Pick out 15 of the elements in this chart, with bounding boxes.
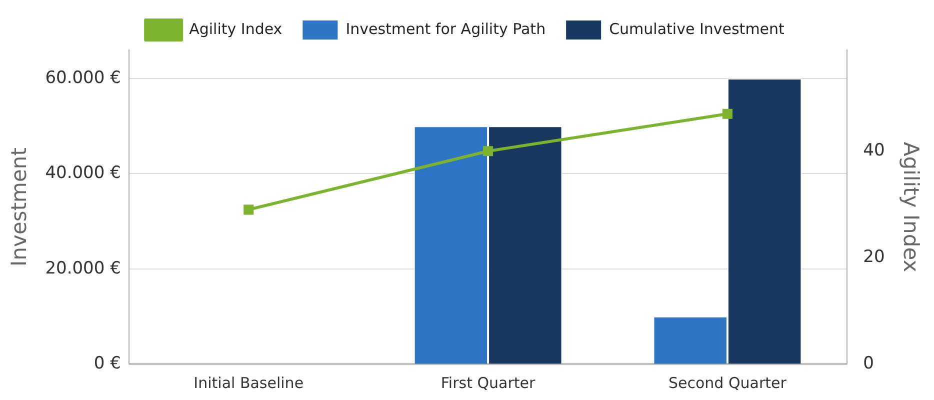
y-tick-label: 40.000 € bbox=[45, 163, 121, 184]
y-axis-title: Investment bbox=[7, 148, 32, 266]
y2-axis-title: Agility Index bbox=[898, 142, 923, 272]
x-tick-label: First Quarter bbox=[440, 374, 536, 392]
y-tick-label: 0 € bbox=[94, 353, 121, 374]
x-tick-label: Second Quarter bbox=[668, 374, 788, 392]
y2-tick-label: 0 bbox=[863, 353, 874, 374]
legend-label: Investment for Agility Path bbox=[346, 20, 546, 38]
y-tick-label: 60.000 € bbox=[45, 68, 121, 88]
legend-label: Cumulative Investment bbox=[609, 20, 785, 38]
y2-tick-label: 40 bbox=[863, 140, 885, 161]
x-tick-label: Initial Baseline bbox=[194, 374, 304, 392]
legend-label: Agility Index bbox=[189, 20, 282, 38]
y2-tick-label: 20 bbox=[863, 246, 885, 267]
y-tick-label: 20.000 € bbox=[45, 258, 121, 278]
